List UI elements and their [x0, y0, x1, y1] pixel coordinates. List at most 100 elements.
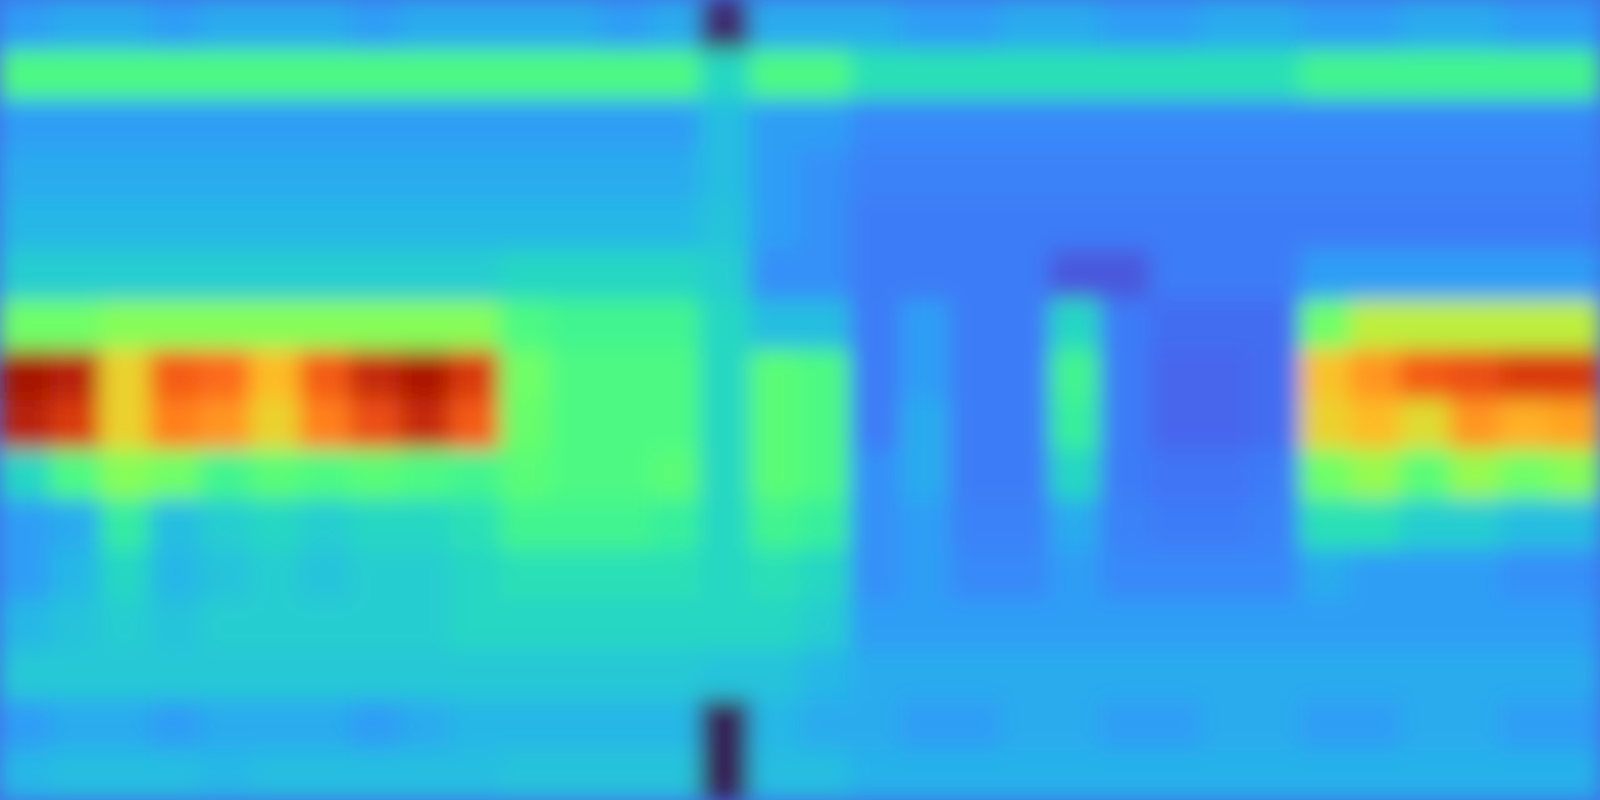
heat-cell	[0, 100, 51, 151]
heat-cell	[900, 250, 951, 301]
heat-cell	[500, 550, 551, 601]
heat-cell	[250, 0, 301, 51]
heat-cell	[350, 600, 401, 651]
heat-cell	[850, 100, 901, 151]
heat-cell	[1000, 150, 1051, 201]
heat-cell	[450, 100, 501, 151]
heat-cell	[1300, 50, 1351, 101]
heat-cell	[500, 50, 551, 101]
heat-cell	[1100, 50, 1151, 101]
heat-cell	[0, 600, 51, 651]
heat-cell	[1300, 250, 1351, 301]
heat-cell	[950, 300, 1001, 351]
heat-cell	[900, 400, 951, 451]
heat-cell	[700, 350, 751, 401]
heat-cell	[1500, 700, 1551, 751]
heat-cell	[950, 450, 1001, 501]
heat-cell	[1450, 450, 1501, 501]
heat-cell	[1400, 400, 1451, 451]
heat-cell	[1200, 500, 1251, 551]
heat-cell	[1000, 650, 1051, 701]
heat-cell	[650, 500, 701, 551]
heat-cell	[700, 500, 751, 551]
heat-cell	[0, 700, 51, 751]
heat-cell	[1500, 150, 1551, 201]
heat-cell	[200, 50, 251, 101]
heat-cell	[1400, 150, 1451, 201]
heat-cell	[1550, 50, 1600, 101]
heat-cell	[700, 200, 751, 251]
heat-cell	[300, 100, 351, 151]
heat-cell	[950, 200, 1001, 251]
heat-cell	[500, 700, 551, 751]
heat-cell	[0, 250, 51, 301]
heat-cell	[450, 400, 501, 451]
heat-cell	[250, 500, 301, 551]
heat-cell	[250, 450, 301, 501]
heat-cell	[150, 300, 201, 351]
heat-cell	[600, 550, 651, 601]
heat-cell	[350, 350, 401, 401]
heat-cell	[0, 550, 51, 601]
heat-cell	[1150, 200, 1201, 251]
heat-cell	[150, 200, 201, 251]
heat-cell	[1300, 100, 1351, 151]
heat-cell	[1300, 550, 1351, 601]
heat-cell	[400, 450, 451, 501]
heat-cell	[1150, 400, 1201, 451]
heat-cell	[200, 150, 251, 201]
heat-cell	[1200, 400, 1251, 451]
heat-cell	[50, 200, 101, 251]
heat-cell	[750, 200, 801, 251]
heat-cell	[1400, 500, 1451, 551]
heat-cell	[1550, 0, 1600, 51]
heat-cell	[100, 350, 151, 401]
heat-cell	[1450, 300, 1501, 351]
heat-cell	[50, 550, 101, 601]
heat-cell	[900, 0, 951, 51]
heat-cell	[1050, 250, 1101, 301]
heat-cell	[900, 750, 951, 800]
heat-cell	[750, 350, 801, 401]
heat-cell	[1050, 150, 1101, 201]
heat-cell	[950, 150, 1001, 201]
heat-cell	[550, 200, 601, 251]
heat-cell	[1250, 700, 1301, 751]
heat-cell	[400, 50, 451, 101]
heat-cell	[350, 200, 401, 251]
heat-cell	[250, 400, 301, 451]
heat-cell	[1100, 700, 1151, 751]
heat-cell	[1100, 0, 1151, 51]
heat-cell	[0, 50, 51, 101]
heat-cell	[1200, 100, 1251, 151]
heat-cell	[1250, 750, 1301, 800]
heat-cell	[200, 400, 251, 451]
heat-cell	[500, 100, 551, 151]
heat-cell	[1300, 200, 1351, 251]
heat-cell	[700, 400, 751, 451]
heat-cell	[800, 450, 851, 501]
heat-cell	[1250, 650, 1301, 701]
heat-cell	[850, 0, 901, 51]
chart	[0, 0, 1600, 800]
heat-cell	[1350, 350, 1401, 401]
heat-cell	[900, 450, 951, 501]
heat-cell	[350, 450, 401, 501]
heat-cell	[650, 250, 701, 301]
heat-cell	[850, 650, 901, 701]
heat-cell	[850, 750, 901, 800]
heat-cell	[950, 600, 1001, 651]
heat-cell	[650, 150, 701, 201]
heat-cell	[1050, 750, 1101, 800]
heat-cell	[250, 50, 301, 101]
heat-cell	[900, 100, 951, 151]
heat-cell	[400, 750, 451, 800]
heat-cell	[600, 50, 651, 101]
plot-area	[0, 0, 1600, 800]
heat-cell	[1150, 650, 1201, 701]
heat-cell	[650, 700, 701, 751]
heat-cell	[150, 500, 201, 551]
heat-cell	[700, 250, 751, 301]
heat-cell	[200, 0, 251, 51]
heat-cell	[1150, 100, 1201, 151]
